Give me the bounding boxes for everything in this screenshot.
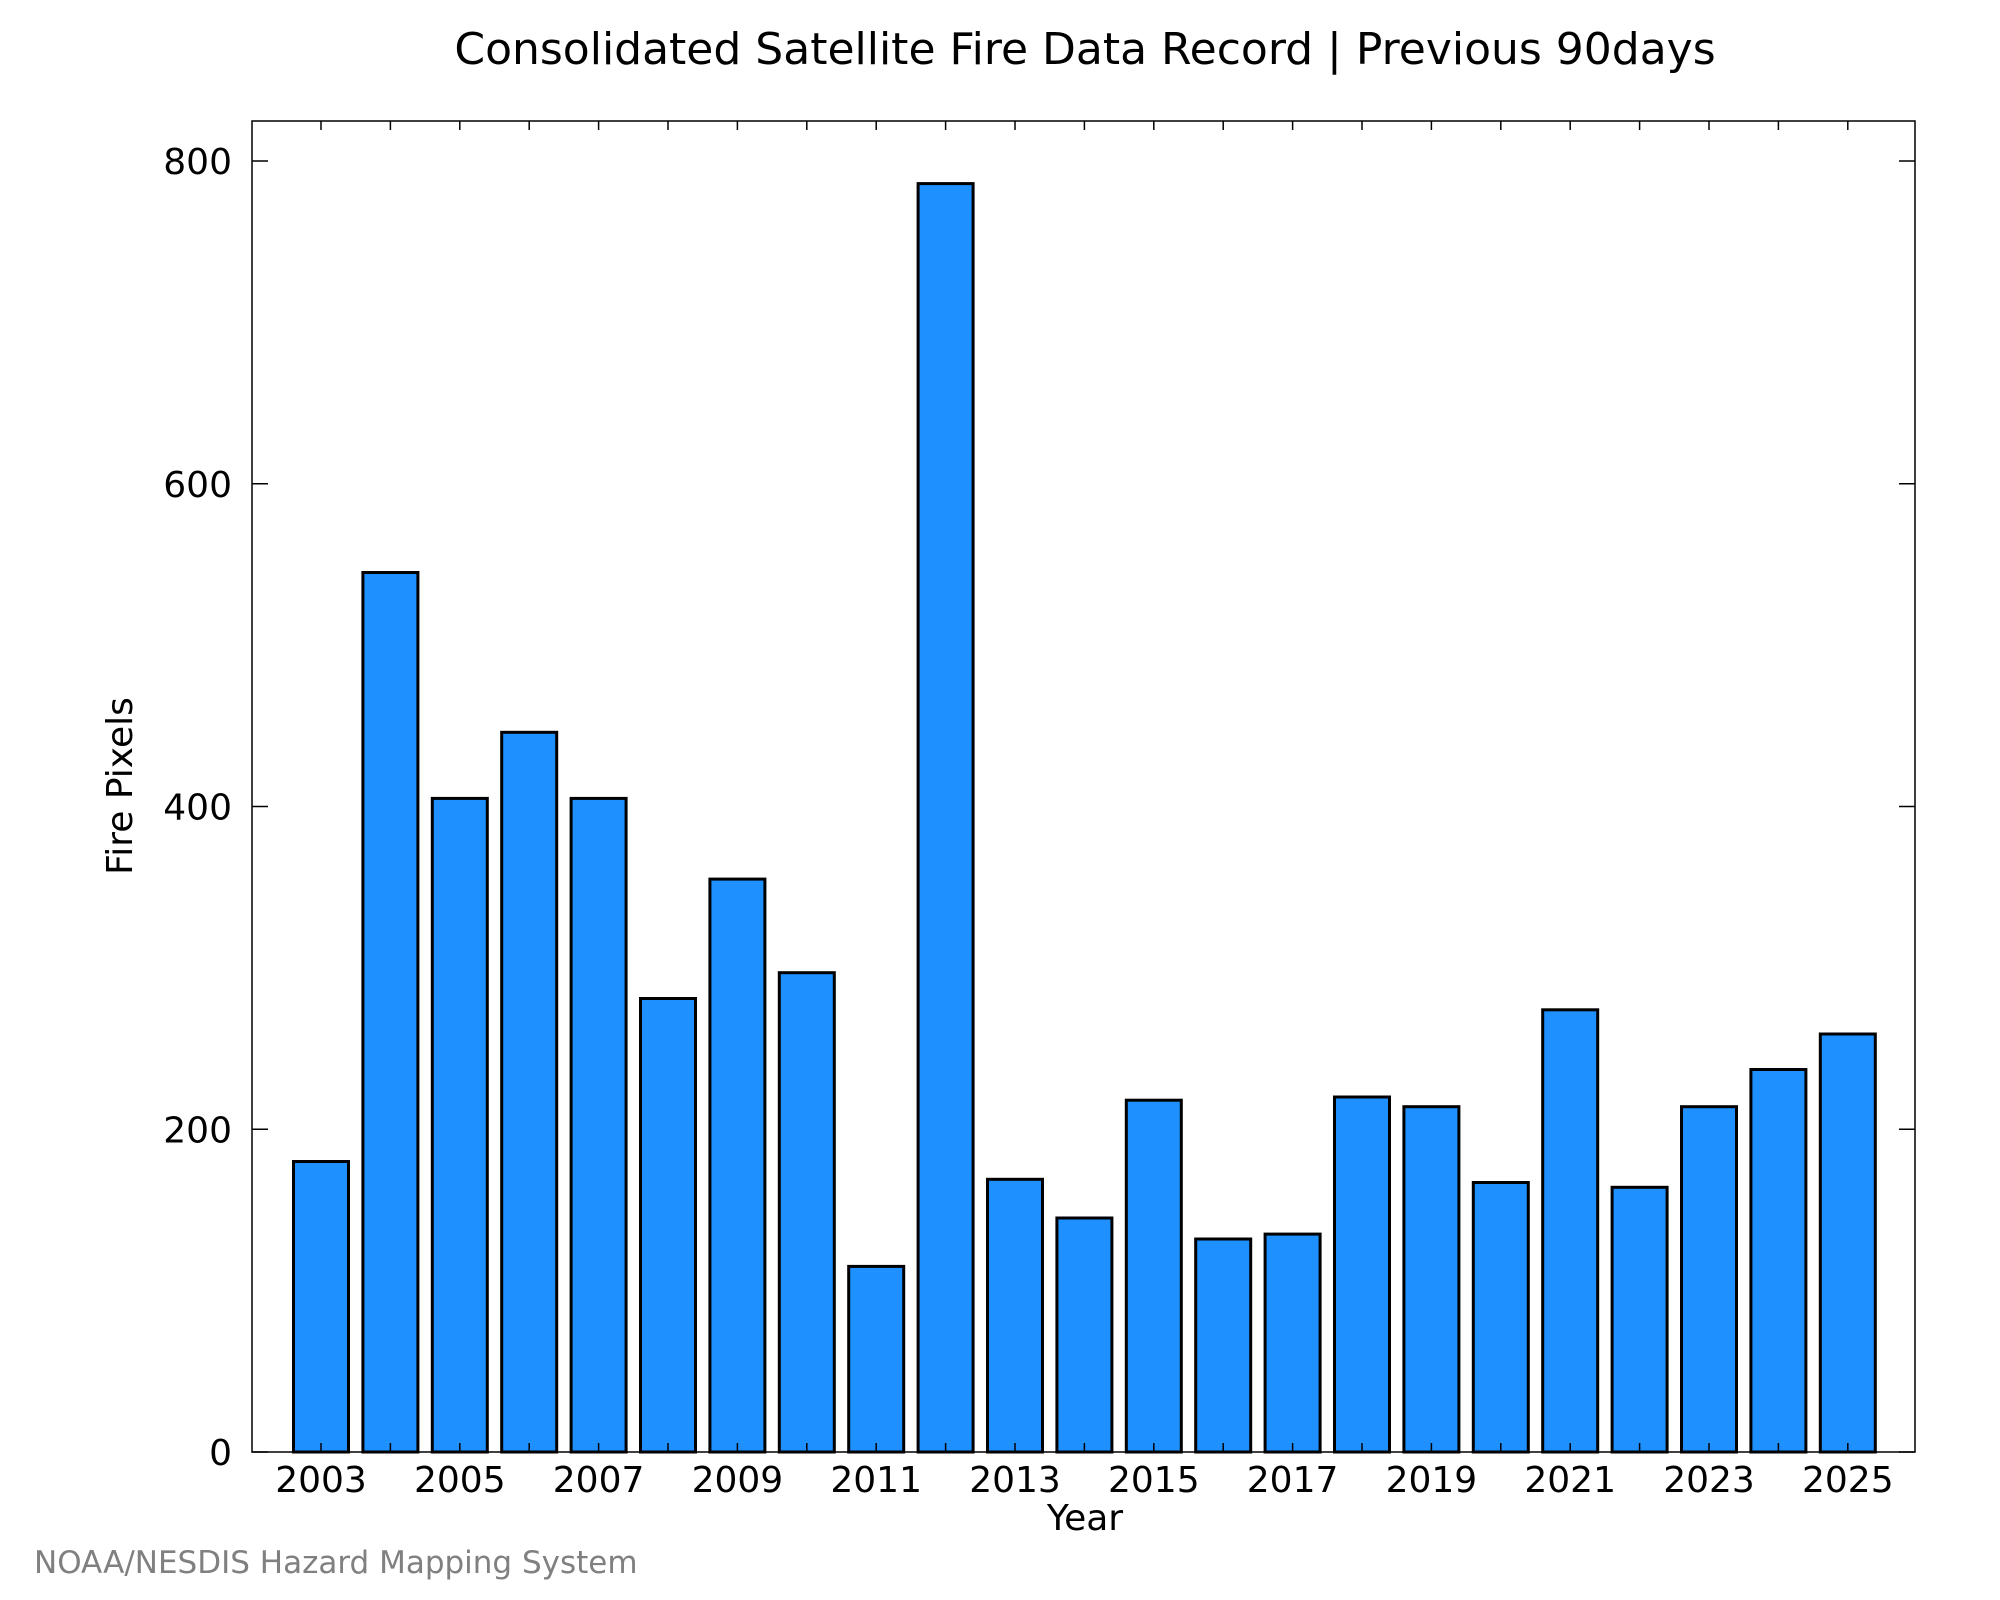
y-tick-label: 0	[209, 1433, 232, 1474]
bar-2017	[1263, 1232, 1322, 1454]
y-tick-label: 200	[163, 1110, 232, 1151]
x-tick-label: 2009	[692, 1460, 784, 1501]
y-tick-label: 400	[163, 788, 232, 829]
x-tick-label: 2021	[1524, 1460, 1616, 1501]
bar-2010	[777, 971, 836, 1454]
bar-2018	[1333, 1095, 1391, 1454]
x-tick-label: 2011	[830, 1460, 922, 1501]
bar-2024	[1749, 1068, 1808, 1454]
x-tick-label: 2003	[275, 1460, 367, 1501]
credit-text: NOAA/NESDIS Hazard Mapping System	[34, 1545, 638, 1581]
x-tick-label: 2023	[1663, 1460, 1755, 1501]
x-tick-label: 2025	[1802, 1460, 1894, 1501]
bar-2013	[986, 1177, 1044, 1454]
y-axis-label: Fire Pixels	[100, 697, 141, 875]
x-tick-label: 2013	[969, 1460, 1061, 1501]
x-tick-label: 2005	[414, 1460, 506, 1501]
bar-2011	[847, 1264, 906, 1454]
y-tick-label: 600	[163, 465, 232, 506]
bar-2020	[1471, 1181, 1530, 1454]
bar-2015	[1124, 1098, 1183, 1454]
bar-2006	[500, 730, 559, 1454]
x-tick-label: 2007	[553, 1460, 645, 1501]
y-axis: 0 200 400 600 800	[163, 142, 1915, 1474]
bar-2004	[361, 571, 420, 1454]
bar-2014	[1055, 1216, 1114, 1454]
bar-2025	[1818, 1032, 1877, 1454]
bar-2012	[916, 182, 975, 1454]
y-tick-label: 800	[163, 142, 232, 183]
bar-2009	[708, 877, 767, 1454]
chart-title: Consolidated Satellite Fire Data Record …	[454, 24, 1715, 75]
bar-2007	[569, 796, 628, 1454]
x-tick-label: 2017	[1247, 1460, 1339, 1501]
x-tick-label: 2019	[1386, 1460, 1478, 1501]
bars-group	[292, 182, 1877, 1454]
x-axis: 2003 2005 2007 2009 2011 2013 2015 2017 2019 2021…	[275, 121, 1894, 1501]
bar-2023	[1680, 1105, 1738, 1454]
bar-2021	[1541, 1008, 1600, 1454]
bar-2016	[1194, 1237, 1253, 1454]
bar-2008	[639, 997, 697, 1454]
bar-2003	[292, 1160, 350, 1454]
x-tick-label: 2015	[1108, 1460, 1200, 1501]
bar-2022	[1610, 1185, 1669, 1454]
bar-2005	[430, 796, 489, 1454]
bar-2019	[1402, 1105, 1461, 1454]
x-axis-label: Year	[1046, 1498, 1123, 1539]
